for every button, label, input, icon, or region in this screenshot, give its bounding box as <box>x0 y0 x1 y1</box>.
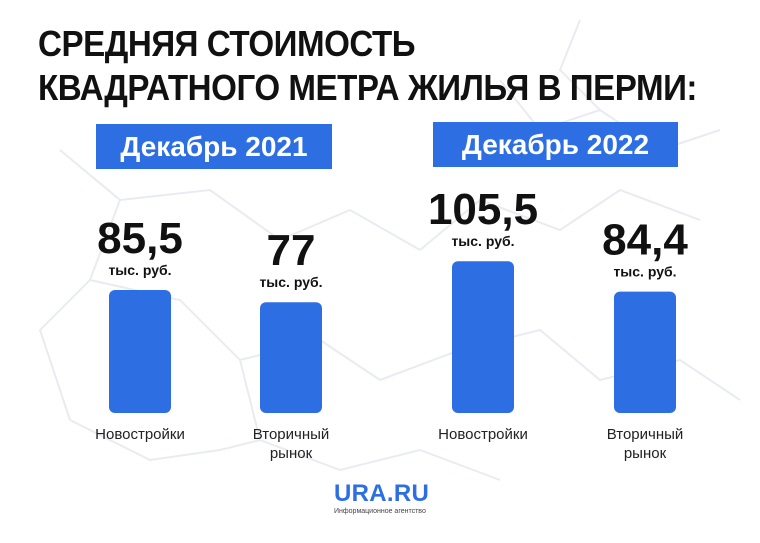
logo-name: URA.RU <box>334 480 430 507</box>
value-label-new-build-2: 105,5 <box>428 185 538 234</box>
bar-new-build-2 <box>452 261 514 413</box>
ura-logo: URA.RU Информационное агентство <box>334 482 429 516</box>
category-label-secondary-market-1: Вторичный рынок <box>253 426 330 462</box>
bar-new-build-1 <box>109 290 171 413</box>
bar-secondary-market-2 <box>614 291 676 413</box>
title-line-1: СРЕДНЯЯ СТОИМОСТЬ <box>38 23 416 64</box>
unit-label-new-build-2: тыс. руб. <box>451 233 514 249</box>
value-label-secondary-market-2: 84,4 <box>602 216 688 265</box>
unit-label-secondary-market-2: тыс. руб. <box>613 264 676 280</box>
logo-tagline: Информационное агентство <box>334 508 426 515</box>
value-label-secondary-market-1: 77 <box>267 226 316 275</box>
category-label-new-build-1: Новостройки <box>95 426 185 443</box>
page-title: СРЕДНЯЯ СТОИМОСТЬ КВАДРАТНОГО МЕТРА ЖИЛЬ… <box>38 22 697 110</box>
period-header-2022: Декабрь 2022 <box>433 122 678 167</box>
unit-label-secondary-market-1: тыс. руб. <box>259 274 322 290</box>
category-label-new-build-2: Новостройки <box>438 426 528 443</box>
bar-secondary-market-1 <box>260 302 322 413</box>
unit-label-new-build-1: тыс. руб. <box>108 262 171 278</box>
period-header-2021: Декабрь 2021 <box>96 124 332 169</box>
category-label-secondary-market-2: Вторичный рынок <box>607 426 684 462</box>
title-line-2: КВАДРАТНОГО МЕТРА ЖИЛЬЯ В ПЕРМИ: <box>38 67 698 108</box>
value-label-new-build-1: 85,5 <box>97 214 183 263</box>
